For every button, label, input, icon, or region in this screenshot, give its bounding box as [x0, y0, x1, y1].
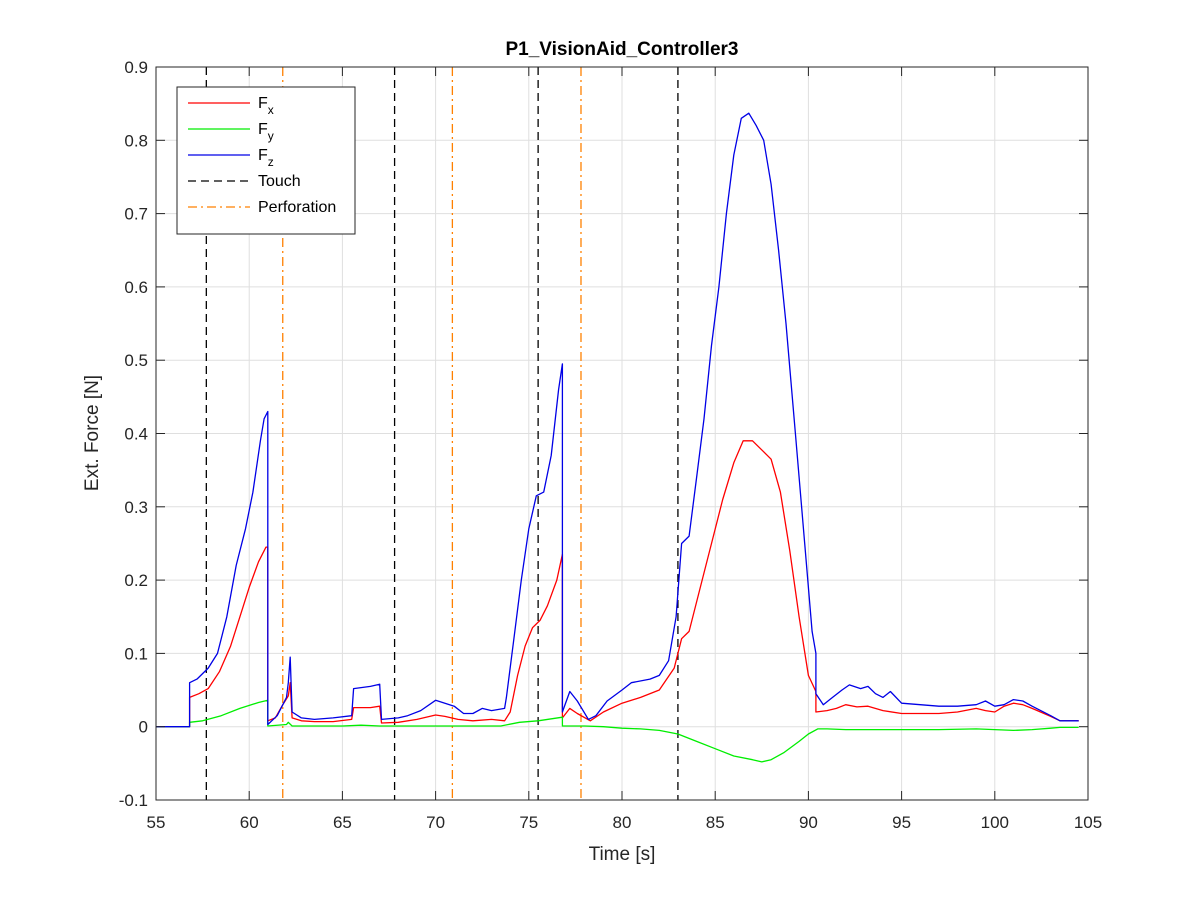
y-tick-label: 0.1 [124, 644, 148, 663]
legend-label-sub: y [268, 129, 274, 143]
x-axis-ticks: 55 60 65 70 75 80 85 90 95 100 105 [147, 67, 1102, 832]
legend-label-fy: Fy [258, 121, 274, 143]
y-tick-label: 0.2 [124, 571, 148, 590]
y-tick-label: 0.3 [124, 498, 148, 517]
x-axis-label: Time [s] [589, 844, 656, 865]
data-series [156, 112, 1079, 763]
y-tick-label: -0.1 [119, 791, 148, 810]
y-tick-label: 0.7 [124, 205, 148, 224]
x-tick-label: 90 [799, 813, 818, 832]
legend-label-fz: Fz [258, 147, 274, 169]
y-axis-ticks: -0.1 0 0.1 0.2 0.3 0.4 0.5 0.6 0.7 0.8 0.9 [119, 58, 1088, 810]
legend-label-touch: Touch [258, 173, 301, 190]
y-tick-label: 0.9 [124, 58, 148, 77]
y-tick-label: 0.5 [124, 351, 148, 370]
legend-label-base: F [258, 147, 268, 164]
grid-lines [156, 67, 1088, 800]
legend-label-perforation: Perforation [258, 199, 336, 216]
x-tick-label: 100 [981, 813, 1009, 832]
plot-area [156, 67, 1079, 800]
legend-label-sub: z [268, 155, 274, 169]
y-tick-label: 0.8 [124, 131, 148, 150]
legend-label-fx: Fx [258, 95, 274, 117]
legend-box [176, 86, 356, 235]
series-line-fz [156, 112, 1079, 728]
series-line-fy [156, 699, 1079, 763]
x-tick-label: 65 [333, 813, 352, 832]
legend-label-sub: x [268, 103, 274, 117]
chart-title: P1_VisionAid_Controller3 [506, 39, 739, 60]
x-tick-label: 95 [892, 813, 911, 832]
x-tick-label: 105 [1074, 813, 1102, 832]
x-tick-label: 80 [613, 813, 632, 832]
y-axis-label: Ext. Force [N] [82, 375, 103, 491]
y-tick-label: 0.4 [124, 425, 148, 444]
x-tick-label: 60 [240, 813, 259, 832]
x-tick-label: 75 [519, 813, 538, 832]
x-tick-label: 55 [147, 813, 166, 832]
legend-label-base: F [258, 121, 268, 138]
legend-label-base: F [258, 95, 268, 112]
y-tick-label: 0 [139, 718, 148, 737]
y-tick-label: 0.6 [124, 278, 148, 297]
x-tick-label: 85 [706, 813, 725, 832]
x-tick-label: 70 [426, 813, 445, 832]
